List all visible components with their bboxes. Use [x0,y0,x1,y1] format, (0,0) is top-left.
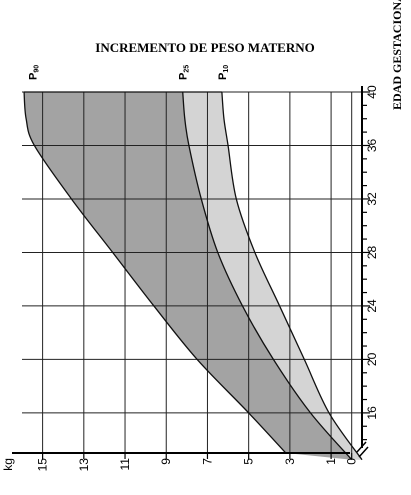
week-tick-label: 32 [365,192,379,206]
kg-axis-label: kg [1,458,15,471]
axis-break-mark [356,441,369,458]
grid [22,91,362,453]
band-fills [24,92,362,460]
kg-tick-label: 1 [324,458,338,465]
week-tick-label: 36 [365,138,379,152]
week-tick-label: 20 [365,352,379,366]
labels: 16 20 24 28 32 36 40 15 13 11 9 7 5 3 1 0 kg INCREMENTO D… [1,0,404,471]
week-tick-label: 28 [365,245,379,259]
kg-tick-label: 9 [159,458,173,465]
kg-tick-label: 5 [242,458,256,465]
curve-p90 [23,91,287,454]
axes [12,86,370,459]
percentile-label-p25: P25 [178,65,191,80]
kg-tick-label: 7 [200,458,214,465]
kg-tick-label: 15 [36,458,50,472]
kg-tick-label: 11 [118,458,132,471]
band-p25-p10 [182,92,362,460]
band-p90-p25 [24,92,352,460]
week-tick-label: 16 [365,406,379,420]
week-axis-title: EDAD GESTACIONAL (semanas) [390,0,404,110]
curve-p25 [182,91,353,461]
kg-tick-label: 13 [77,458,91,472]
kg-tick-label: 0 [345,458,359,465]
percentile-label-p10: P10 [217,65,230,80]
percentile-curves [23,91,363,461]
percentile-label-p90: P90 [27,65,40,80]
week-tick-label: 24 [365,299,379,313]
week-tick-label: 40 [365,85,379,99]
chart-title: INCREMENTO DE PESO MATERNO [95,40,314,55]
curve-p10 [221,91,363,461]
kg-tick-label: 3 [283,458,297,465]
